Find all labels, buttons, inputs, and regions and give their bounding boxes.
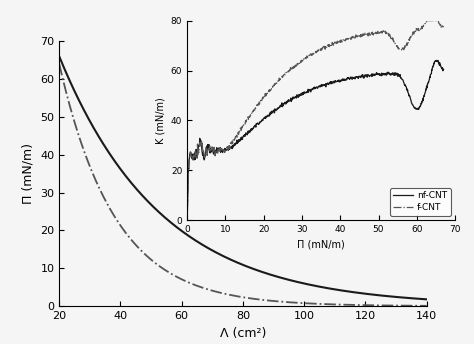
nf-CNT — [333, 80, 339, 84]
f-CNT — [184, 218, 190, 222]
X-axis label: Π (mN/m): Π (mN/m) — [297, 239, 345, 250]
nf-CNT — [434, 58, 440, 62]
Legend: nf-CNT, f-CNT: nf-CNT, f-CNT — [390, 188, 450, 216]
Line: f-CNT: f-CNT — [187, 21, 444, 220]
nf-CNT — [340, 78, 346, 83]
nf-CNT — [348, 76, 354, 80]
f-CNT — [340, 38, 346, 42]
f-CNT — [441, 24, 447, 28]
Line: nf-CNT: nf-CNT — [187, 60, 444, 220]
f-CNT — [405, 41, 411, 45]
f-CNT — [379, 30, 384, 34]
Y-axis label: Π (mN/m): Π (mN/m) — [22, 143, 35, 204]
nf-CNT — [441, 67, 447, 72]
nf-CNT — [200, 151, 206, 155]
f-CNT — [424, 19, 430, 23]
X-axis label: Λ (cm²): Λ (cm²) — [220, 326, 266, 340]
f-CNT — [333, 41, 339, 45]
nf-CNT — [405, 90, 411, 95]
f-CNT — [200, 147, 206, 151]
f-CNT — [348, 36, 354, 40]
nf-CNT — [184, 218, 190, 222]
Y-axis label: K (mN/m): K (mN/m) — [155, 97, 165, 144]
nf-CNT — [379, 71, 384, 75]
